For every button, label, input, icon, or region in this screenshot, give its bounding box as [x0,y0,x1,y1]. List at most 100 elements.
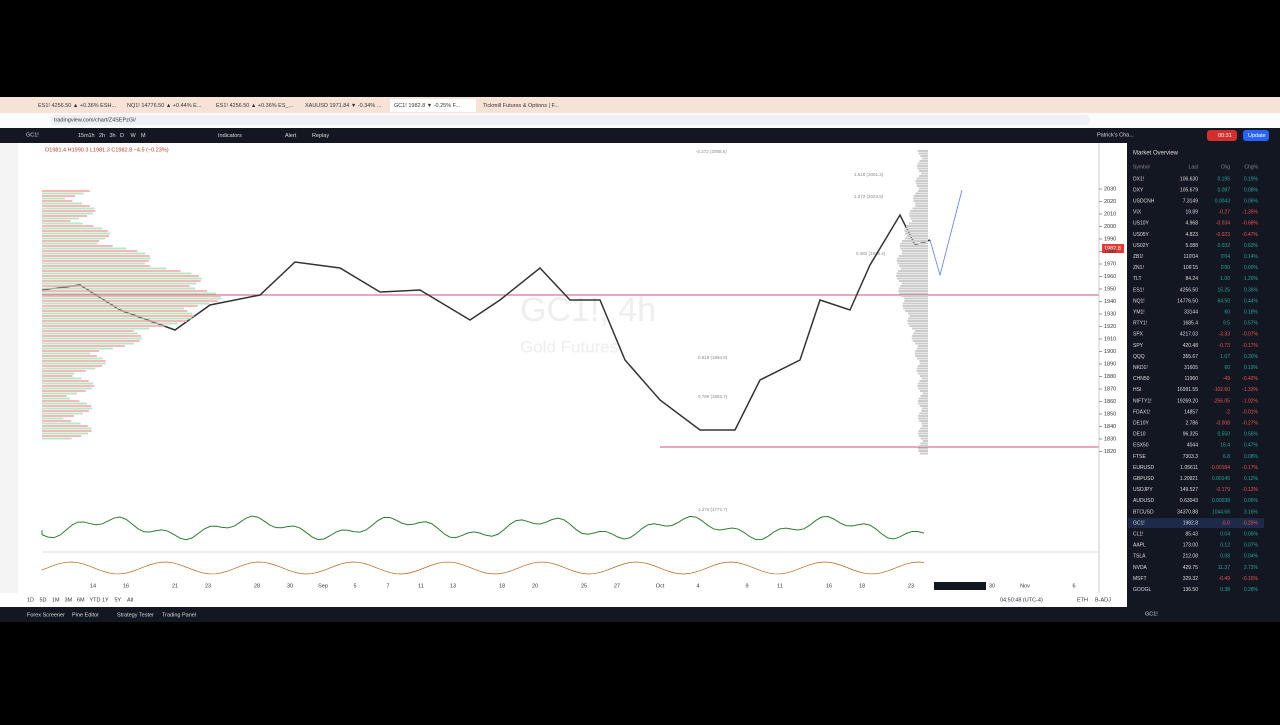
profile-bar-right [919,362,928,365]
bottom-tab[interactable]: Pine Editor [72,612,99,618]
profile-bar-right [904,227,928,230]
profile-bar-right [904,300,928,302]
watchlist-cell: 19.89 [1185,210,1198,216]
symbol[interactable]: GC1! [26,132,39,138]
watchlist-cell[interactable]: US05Y [1133,232,1150,238]
toolbar-button[interactable]: Replay [312,133,329,139]
profile-bar-right [917,365,928,367]
watchlist-cell[interactable]: QQQ [1133,354,1145,360]
profile-bar-right [897,277,928,280]
profile-bar-right [906,235,928,237]
last-price-bg [1102,244,1124,253]
bottom-tab[interactable]: Strategy Tester [117,612,154,618]
watchlist-cell[interactable]: YM1! [1133,310,1145,316]
interval[interactable]: M [141,133,146,139]
watchlist-cell[interactable]: DE10Y [1133,421,1150,427]
profile-bar-right [899,245,928,247]
interval[interactable]: 1h [89,133,95,139]
watchlist-cell[interactable]: US10Y [1133,221,1150,227]
profile-bar [42,427,92,430]
interval[interactable]: 2h [99,133,105,139]
range-button[interactable]: 5Y [115,597,122,603]
range-button[interactable]: All [127,597,133,603]
watchlist-cell: 0.30% [1244,354,1259,360]
watchlist-cell[interactable]: VIX [1133,210,1142,216]
watchlist-cell[interactable]: ES1! [1133,287,1144,293]
time-label: 30 [989,583,995,589]
range-button[interactable]: YTD [90,597,101,603]
bottom-tab[interactable]: Forex Screener [27,612,65,618]
range-button[interactable]: 1D [27,597,34,603]
profile-bar [42,240,100,242]
profile-bar-right [905,310,928,312]
toolbar-button[interactable]: Indicators [218,133,242,139]
watchlist-cell[interactable]: TSLA [1133,554,1146,560]
watchlist-cell[interactable]: NQ1! [1133,298,1145,304]
profile-bar [42,377,82,380]
update-bg[interactable] [1243,130,1269,141]
watchlist-cell[interactable]: SPX [1133,332,1144,338]
watchlist-cell[interactable]: CHN50 [1133,376,1150,382]
watchlist-cell[interactable]: EURUSD [1133,465,1155,471]
adjust[interactable]: B-ADJ [1095,597,1111,603]
range-button[interactable]: 3M [65,597,73,603]
watchlist-cell: 11.37 [1218,565,1230,571]
watchlist-cell: 429.75 [1183,565,1199,571]
watchlist-cell[interactable]: ZB1! [1133,254,1144,260]
watchlist-cell[interactable]: NVDA [1133,565,1148,571]
watchlist-cell[interactable]: GOOGL [1133,587,1152,593]
watchlist-cell[interactable]: TLT [1133,276,1142,282]
watchlist-cell[interactable]: BTCUSD [1133,509,1154,515]
interval[interactable]: 15m [78,133,89,139]
watchlist-cell: 4044 [1187,443,1198,449]
watchlist-cell[interactable]: USDJPY [1133,487,1153,493]
watchlist-cell[interactable]: GBPUSD [1133,476,1155,482]
time-label: 30 [287,583,293,589]
watchlist-cell[interactable]: US02Y [1133,243,1150,249]
watchlist-cell: 1.00 [1220,276,1230,282]
range-button[interactable]: 1Y [102,597,109,603]
watchlist-cell[interactable]: NKD1! [1133,365,1148,371]
interval[interactable]: 3h [110,133,116,139]
watchlist-cell[interactable]: AUDUSD [1133,498,1155,504]
watchlist-cell[interactable]: DE10 [1133,432,1146,438]
watchlist-cell[interactable]: DXY [1133,187,1144,193]
profile-bar [42,357,103,360]
watchlist-cell[interactable]: SPY [1133,343,1144,349]
watchlist-cell[interactable]: ZN1! [1133,265,1144,271]
watchlist-cell[interactable]: USDCNH [1133,199,1155,205]
profile-bar-right [902,302,928,305]
fib-label: -0.272 (2058.5) [696,149,727,154]
watchlist-cell[interactable]: MSFT [1133,576,1147,582]
profile-bar [42,295,221,297]
watchlist-cell[interactable]: FDAX1! [1133,409,1151,415]
session[interactable]: ETH [1077,597,1088,603]
watchlist-cell[interactable]: AAPL [1133,543,1146,549]
tab[interactable] [390,99,476,112]
range-button[interactable]: 1M [52,597,60,603]
watchlist-cell: 0.12% [1244,476,1259,482]
watchlist-cell[interactable]: GC1! [1133,520,1145,526]
profile-bar-right [911,220,928,222]
range-button[interactable]: 5D [40,597,47,603]
watchlist-cell[interactable]: FTSE [1133,454,1146,460]
watchlist-cell[interactable]: RTY1! [1133,321,1147,327]
watchlist-cell[interactable]: NIFTY1! [1133,398,1152,404]
timer-bg[interactable] [1207,130,1237,141]
profile-bar-right [918,397,928,400]
profile-bar-right [915,182,928,185]
watchlist-cell[interactable]: HSI [1133,387,1141,393]
interval[interactable]: W [131,133,137,139]
url-field[interactable] [50,115,1090,125]
layout-name[interactable]: Patrick's Cha... [1097,132,1134,138]
profile-bar-right [907,322,928,325]
time-label: 11 [418,583,424,589]
bottom-tab[interactable]: Trading Panel [162,612,196,618]
watchlist-cell[interactable]: DX1! [1133,176,1144,182]
time-label: 4 [696,583,699,589]
toolbar-button[interactable]: Alert [285,133,297,139]
watchlist-cell[interactable]: CL1! [1133,532,1144,538]
watchlist-cell[interactable]: ESX50 [1133,443,1149,449]
interval[interactable]: D [120,133,124,139]
range-button[interactable]: 6M [77,597,85,603]
